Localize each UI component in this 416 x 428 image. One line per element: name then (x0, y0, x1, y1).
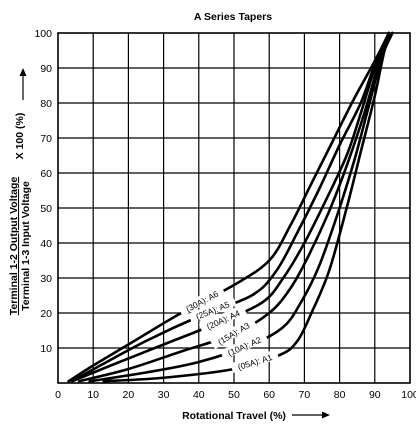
y-tick-label: 20 (40, 308, 52, 320)
y-axis-arrow (20, 68, 27, 100)
y-tick-label: 70 (40, 133, 52, 145)
curve-labels: (05A): A1(10A): A2(15A): A3(20A): A4(25A… (178, 285, 279, 374)
x-tick-label: 60 (263, 389, 275, 401)
x-tick-label: 70 (299, 389, 311, 401)
x-tick-label: 90 (369, 389, 381, 401)
x-tick-labels: 0 10 20 30 40 50 60 70 80 90 100 (55, 389, 416, 401)
y-axis-label-suffix: X 100 (%) (14, 113, 26, 160)
y-tick-label: 40 (40, 238, 52, 250)
x-tick-label: 0 (55, 389, 61, 401)
y-tick-label: 80 (40, 98, 52, 110)
x-tick-label: 40 (193, 389, 205, 401)
y-tick-label: 90 (40, 63, 52, 75)
x-tick-label: 80 (334, 389, 346, 401)
x-tick-label: 10 (87, 389, 99, 401)
y-tick-label: 50 (40, 203, 52, 215)
chart-title: A Series Tapers (194, 11, 272, 23)
x-tick-label: 20 (123, 389, 135, 401)
y-axis-label-denominator: Terminal 1-3 Input Voltage (20, 181, 32, 311)
y-tick-label: 60 (40, 168, 52, 180)
series-label-1: (05A): A1 (237, 352, 274, 372)
y-tick-label: 100 (34, 28, 52, 40)
x-tick-label: 50 (228, 389, 240, 401)
x-tick-label: 30 (158, 389, 170, 401)
x-tick-label: 100 (401, 389, 416, 401)
y-tick-labels: 10 20 30 40 50 60 70 80 90 100 (34, 28, 52, 355)
x-axis-label: Rotational Travel (%) (182, 410, 286, 422)
y-axis-label-numerator: Terminal 1-2 Output Voltage (8, 177, 20, 316)
x-axis-arrow (292, 412, 330, 419)
y-tick-label: 10 (40, 343, 52, 355)
y-tick-label: 30 (40, 273, 52, 285)
